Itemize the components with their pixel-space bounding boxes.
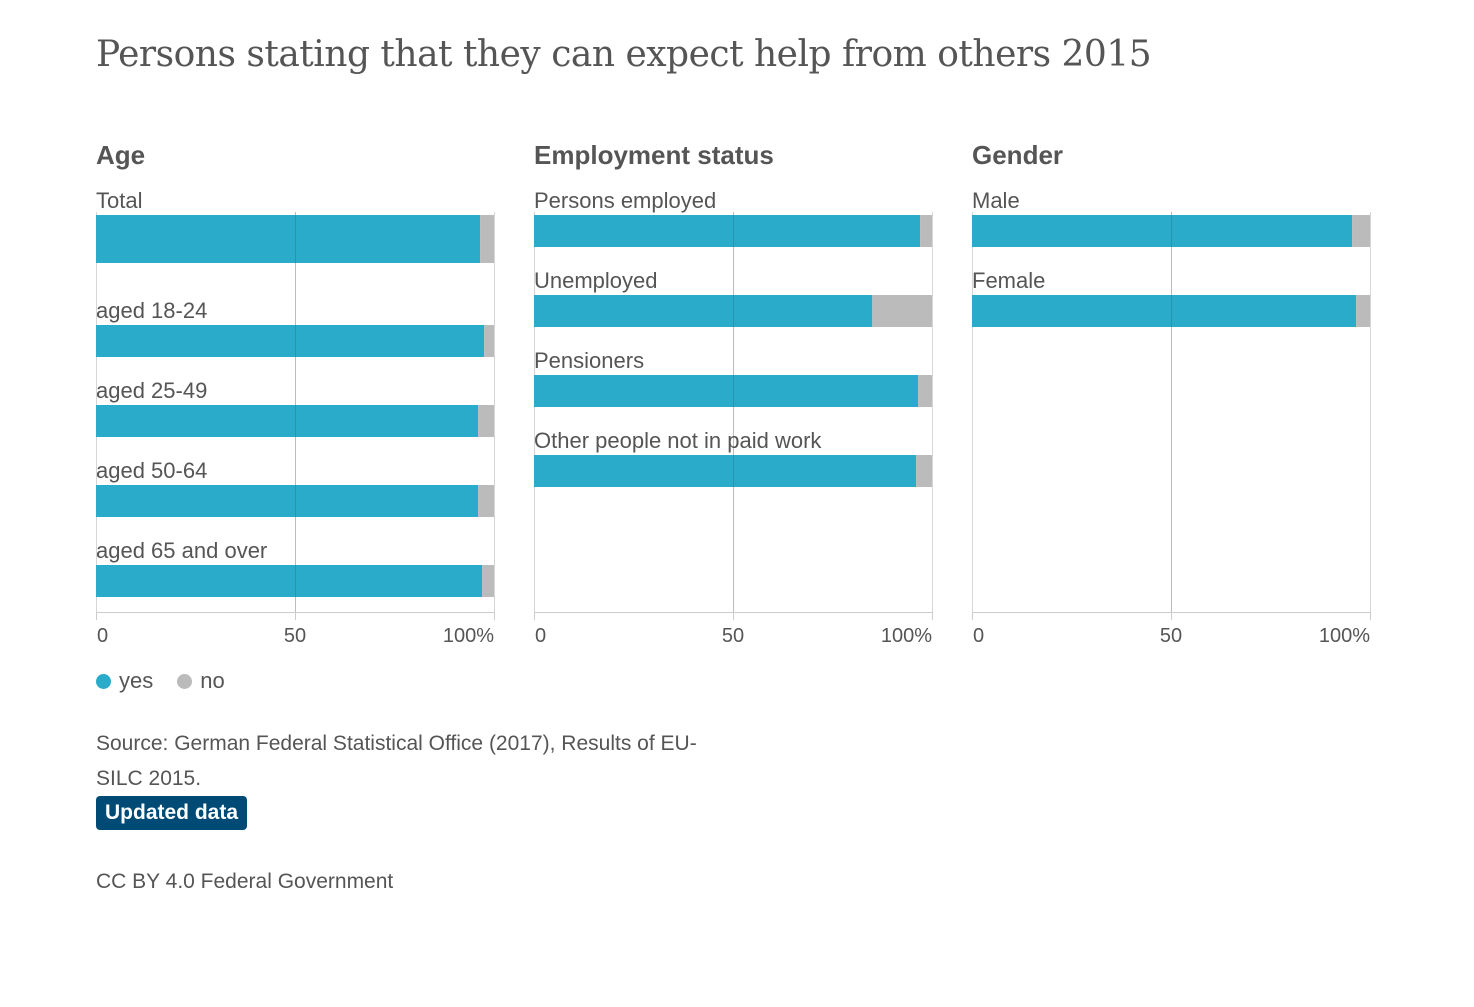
source-note: Source: German Federal Statistical Offic…	[96, 732, 697, 790]
x-tick-label-100: 100%	[881, 625, 932, 647]
bar-no-aged-18-24[interactable]	[484, 325, 494, 357]
bar-yes-aged-18-24[interactable]	[96, 325, 485, 357]
legend: yes no	[96, 668, 225, 694]
row-label-total: Total	[96, 188, 142, 213]
age-chart: Total aged 18-24 aged 25-49 aged 50-64 aged …	[96, 188, 495, 647]
x-tick-label-100: 100%	[443, 625, 494, 647]
gender-panel: Gender Male Female 0 50 100%	[972, 140, 1372, 660]
bar-no-aged-25-49[interactable]	[478, 405, 494, 437]
x-tick-label-0: 0	[535, 625, 546, 647]
bar-yes-total[interactable]	[96, 215, 481, 263]
row-label-aged-18-24: aged 18-24	[96, 298, 207, 323]
grid-lines	[972, 212, 1371, 612]
x-tick-label-0: 0	[973, 625, 984, 647]
bar-no-persons-employed[interactable]	[920, 215, 932, 247]
updated-data-button[interactable]: Updated data	[96, 796, 248, 830]
license-note: CC BY 4.0 Federal Government	[96, 870, 394, 893]
chart-title: Persons stating that they can expect hel…	[96, 34, 1152, 75]
bar-no-aged-65-and-over[interactable]	[482, 565, 494, 597]
employment-status-chart: Persons employed Unemployed Pensioners Othe…	[534, 188, 933, 647]
x-tick-label-100: 100%	[1319, 625, 1370, 647]
legend-item-yes[interactable]: yes	[96, 668, 153, 694]
row-label-pensioners: Pensioners	[534, 348, 644, 373]
bar-yes-persons-employed[interactable]	[534, 215, 921, 247]
legend-swatch-yes	[96, 673, 111, 689]
bar-yes-other-people-not-in-paid-work[interactable]	[534, 455, 917, 487]
employment-status-panel: Employment status Persons employed Unempl…	[534, 140, 934, 660]
x-tick-label-50: 50	[722, 625, 744, 647]
age-panel: Age Total aged 18-24 aged 25-49 aged 50-64 a…	[96, 140, 496, 660]
bar-no-total[interactable]	[480, 215, 494, 263]
bar-yes-pensioners[interactable]	[534, 375, 919, 407]
bar-no-female[interactable]	[1356, 295, 1370, 327]
row-label-unemployed: Unemployed	[534, 268, 658, 293]
bar-yes-male[interactable]	[972, 215, 1353, 247]
legend-item-no[interactable]: no	[177, 668, 225, 694]
panel-title-gender: Gender	[972, 140, 1064, 170]
x-tick-label-50: 50	[1160, 625, 1182, 647]
bar-no-male[interactable]	[1352, 215, 1370, 247]
row-label-aged-65-and-over: aged 65 and over	[96, 538, 267, 563]
row-label-aged-25-49: aged 25-49	[96, 378, 207, 403]
legend-label-no: no	[200, 668, 225, 693]
bar-yes-aged-50-64[interactable]	[96, 485, 479, 517]
panel-title-age: Age	[96, 140, 146, 170]
bar-no-other-people-not-in-paid-work[interactable]	[916, 455, 932, 487]
x-tick-label-50: 50	[284, 625, 306, 647]
bar-no-unemployed[interactable]	[872, 295, 932, 327]
grid-lines	[534, 212, 933, 612]
bar-no-aged-50-64[interactable]	[478, 485, 494, 517]
row-label-other-people-not-in-paid-work: Other people not in paid work	[534, 428, 822, 453]
bar-yes-female[interactable]	[972, 295, 1357, 327]
x-tick-label-0: 0	[97, 625, 108, 647]
bar-yes-unemployed[interactable]	[534, 295, 873, 327]
row-label-female: Female	[972, 268, 1045, 293]
bar-yes-aged-25-49[interactable]	[96, 405, 479, 437]
bar-yes-aged-65-and-over[interactable]	[96, 565, 483, 597]
panel-title-employment-status: Employment status	[534, 140, 774, 170]
legend-label-yes: yes	[119, 668, 154, 693]
bar-no-pensioners[interactable]	[918, 375, 932, 407]
row-label-male: Male	[972, 188, 1020, 213]
row-label-persons-employed: Persons employed	[534, 188, 716, 213]
gender-chart: Male Female 0 50 100%	[972, 188, 1371, 647]
legend-swatch-no	[177, 673, 193, 689]
row-label-aged-50-64: aged 50-64	[96, 458, 207, 483]
